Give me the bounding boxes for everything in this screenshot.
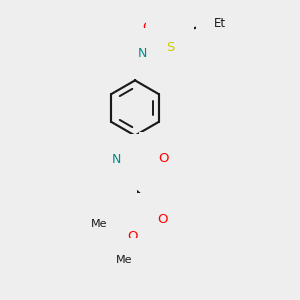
Polygon shape <box>117 161 128 182</box>
Text: Me: Me <box>116 255 132 265</box>
Polygon shape <box>130 214 138 237</box>
Text: Et: Et <box>214 17 226 30</box>
Text: N: N <box>112 153 121 166</box>
Text: O: O <box>180 61 191 74</box>
Text: O: O <box>128 230 138 244</box>
Text: O: O <box>157 213 167 226</box>
Text: O: O <box>143 21 153 34</box>
Text: N: N <box>108 202 117 215</box>
Text: O: O <box>159 152 169 165</box>
Text: Me: Me <box>92 219 108 229</box>
Text: N: N <box>138 47 147 60</box>
Text: H: H <box>102 153 111 166</box>
Text: S: S <box>166 41 174 54</box>
Text: H: H <box>125 47 134 60</box>
